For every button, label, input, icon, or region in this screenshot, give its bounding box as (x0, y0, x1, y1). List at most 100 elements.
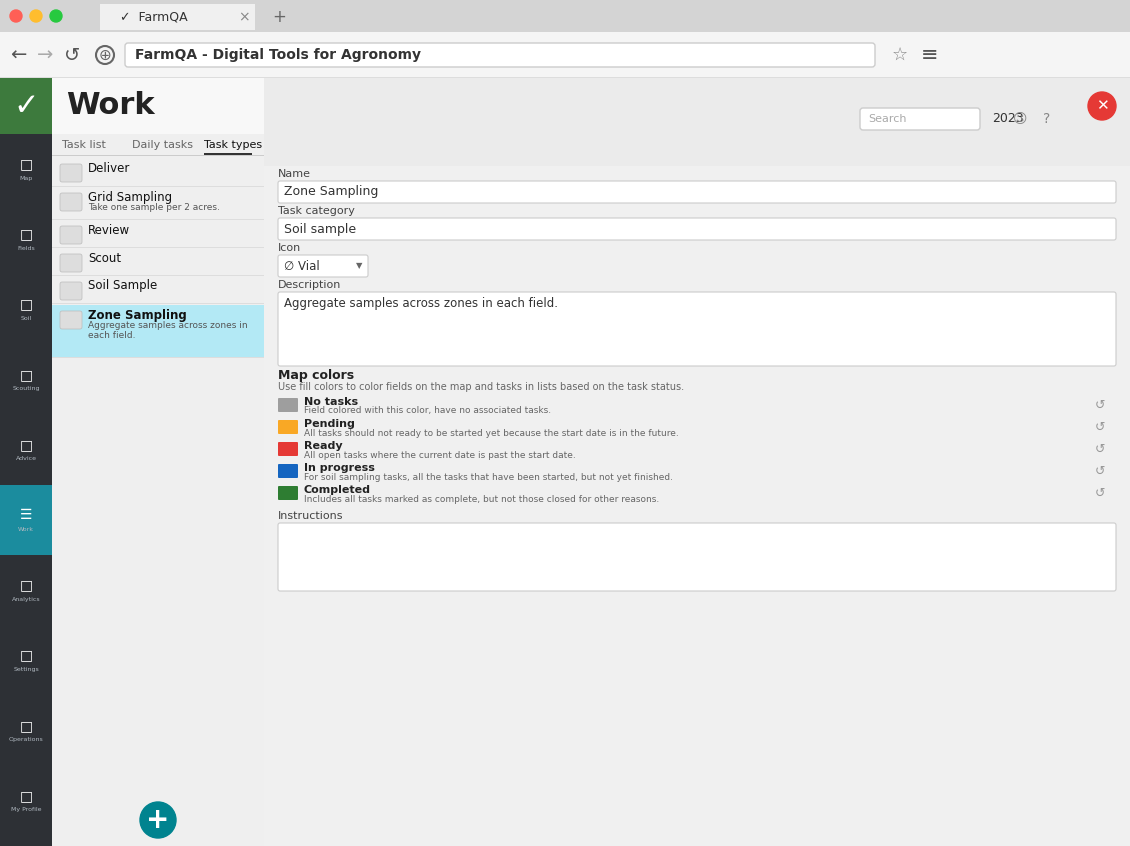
FancyBboxPatch shape (278, 181, 1116, 203)
Text: Fields: Fields (17, 246, 35, 250)
Text: Operations: Operations (9, 737, 43, 742)
Text: each field.: each field. (88, 331, 136, 339)
FancyBboxPatch shape (278, 442, 298, 456)
Text: Aggregate samples across zones in: Aggregate samples across zones in (88, 321, 247, 331)
Text: Task types: Task types (205, 140, 262, 150)
FancyBboxPatch shape (60, 164, 82, 182)
Bar (0, 32, 1130, 78)
FancyBboxPatch shape (278, 486, 298, 500)
Text: Pending: Pending (304, 419, 355, 429)
Text: Zone Sampling: Zone Sampling (88, 309, 186, 321)
FancyBboxPatch shape (278, 398, 298, 412)
Bar (52, 303, 264, 304)
Bar (0, 78, 52, 134)
Text: Soil sample: Soil sample (284, 222, 356, 235)
Bar (99, 4, 255, 30)
Text: Soil: Soil (20, 316, 32, 321)
Text: ↺: ↺ (1095, 486, 1105, 499)
Bar (52, 219, 264, 220)
Bar (52, 248, 264, 275)
Text: □: □ (19, 649, 33, 662)
Circle shape (140, 802, 176, 838)
FancyBboxPatch shape (60, 193, 82, 211)
Bar (52, 305, 264, 357)
Text: □: □ (19, 438, 33, 452)
Text: Scouting: Scouting (12, 387, 40, 391)
Bar (52, 155, 264, 156)
Text: Icon: Icon (278, 243, 302, 253)
Text: Description: Description (278, 280, 341, 290)
Text: Grid Sampling: Grid Sampling (88, 190, 172, 204)
FancyBboxPatch shape (60, 254, 82, 272)
Text: Task list: Task list (62, 140, 106, 150)
Text: Search: Search (868, 114, 906, 124)
Text: Scout: Scout (88, 251, 121, 265)
Text: □: □ (19, 368, 33, 382)
Bar (52, 187, 264, 219)
Text: For soil sampling tasks, all the tasks that have been started, but not yet finis: For soil sampling tasks, all the tasks t… (304, 473, 673, 481)
FancyBboxPatch shape (278, 292, 1116, 366)
Text: ✓: ✓ (14, 91, 38, 120)
Text: ☺: ☺ (1012, 112, 1027, 126)
Text: ↺: ↺ (1095, 442, 1105, 455)
Text: Task category: Task category (278, 206, 355, 216)
Text: ∅ Vial: ∅ Vial (284, 260, 320, 272)
Text: ✓  FarmQA: ✓ FarmQA (120, 10, 188, 24)
Text: Zone Sampling: Zone Sampling (284, 185, 379, 199)
Text: Includes all tasks marked as complete, but not those closed for other reasons.: Includes all tasks marked as complete, b… (304, 495, 659, 503)
Text: All open tasks where the current date is past the start date.: All open tasks where the current date is… (304, 451, 576, 459)
Text: Soil Sample: Soil Sample (88, 279, 157, 293)
Text: ☆: ☆ (892, 46, 909, 64)
Text: ←: ← (10, 46, 26, 64)
Text: Work: Work (18, 526, 34, 531)
Text: Review: Review (88, 223, 130, 237)
Bar (0, 0, 1130, 32)
FancyBboxPatch shape (278, 420, 298, 434)
Text: ≡: ≡ (921, 45, 939, 65)
Text: ?: ? (1043, 112, 1051, 126)
Text: ↺: ↺ (63, 46, 80, 64)
Bar (0, 77, 1130, 78)
Text: Deliver: Deliver (88, 162, 130, 174)
Text: All tasks should not ready to be started yet because the start date is in the fu: All tasks should not ready to be started… (304, 429, 679, 437)
Text: Take one sample per 2 acres.: Take one sample per 2 acres. (88, 204, 220, 212)
FancyBboxPatch shape (60, 282, 82, 300)
Bar (52, 186, 264, 187)
Text: Ready: Ready (304, 441, 342, 451)
Text: □: □ (19, 228, 33, 241)
Text: ☰: ☰ (19, 508, 33, 522)
Text: Completed: Completed (304, 485, 371, 495)
Text: ↺: ↺ (1095, 464, 1105, 477)
Bar (264, 78, 1130, 166)
Bar (52, 220, 264, 247)
Bar (52, 158, 264, 186)
Circle shape (10, 10, 21, 22)
Text: ▼: ▼ (356, 261, 363, 271)
Text: ×: × (238, 10, 250, 24)
Bar (52, 357, 264, 358)
Bar (0, 78, 52, 846)
Text: Map colors: Map colors (278, 369, 354, 382)
Text: 2023: 2023 (992, 113, 1024, 125)
Text: Advice: Advice (16, 456, 36, 461)
Text: In progress: In progress (304, 463, 375, 473)
Text: →: → (37, 46, 53, 64)
Text: Analytics: Analytics (11, 596, 41, 602)
Bar (52, 275, 264, 276)
Text: +: + (146, 806, 170, 834)
Bar (52, 78, 264, 134)
Bar (52, 78, 264, 846)
Text: Map: Map (19, 176, 33, 180)
Text: No tasks: No tasks (304, 397, 358, 407)
Text: FarmQA - Digital Tools for Agronomy: FarmQA - Digital Tools for Agronomy (134, 48, 421, 62)
Circle shape (50, 10, 62, 22)
Bar (205, 153, 252, 155)
Text: +: + (272, 8, 286, 26)
Circle shape (31, 10, 42, 22)
Text: Work: Work (66, 91, 155, 120)
FancyBboxPatch shape (60, 311, 82, 329)
FancyBboxPatch shape (278, 523, 1116, 591)
Text: □: □ (19, 157, 33, 171)
Text: Settings: Settings (14, 667, 38, 672)
Text: Field colored with this color, have no associated tasks.: Field colored with this color, have no a… (304, 406, 551, 415)
